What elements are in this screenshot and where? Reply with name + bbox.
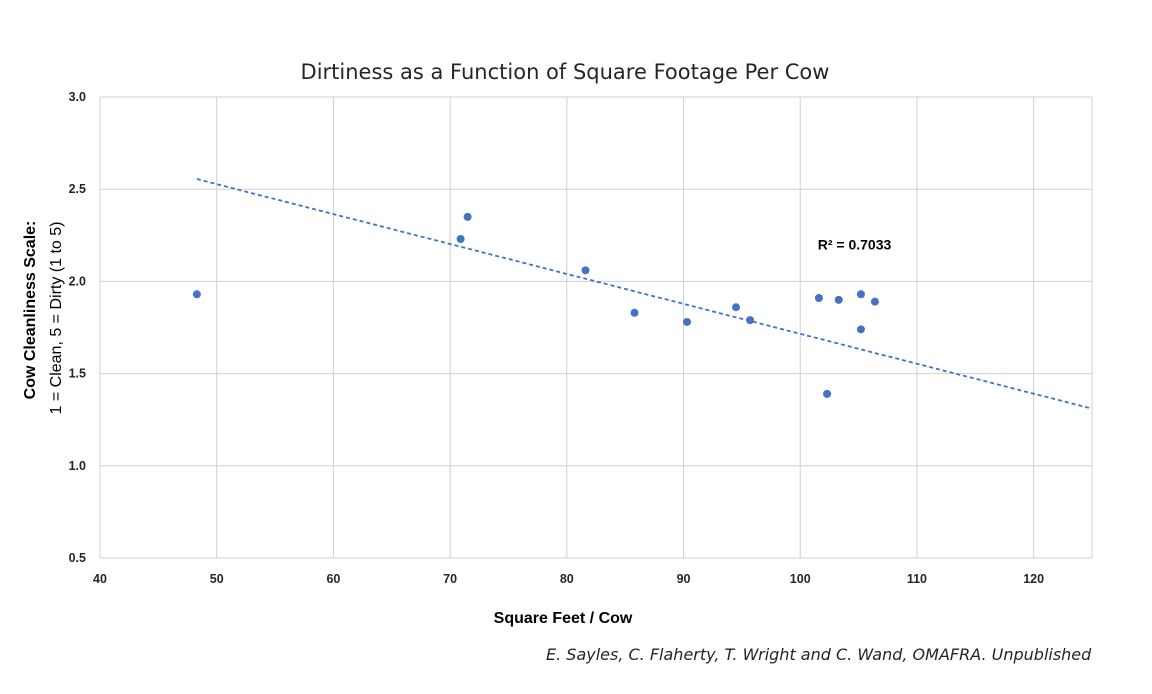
y-axis-label-line2: 1 = Clean, 5 = Dirty (1 to 5) bbox=[48, 222, 65, 415]
y-tick-label: 1.0 bbox=[69, 459, 86, 473]
x-tick-label: 120 bbox=[1023, 572, 1044, 586]
x-tick-label: 70 bbox=[443, 572, 457, 586]
x-axis-ticks: 40 50 60 70 80 90 100 110 120 bbox=[93, 572, 1044, 586]
data-point bbox=[834, 295, 843, 304]
data-point bbox=[683, 317, 692, 326]
r-squared-annotation: R² = 0.7033 bbox=[818, 237, 892, 253]
x-tick-label: 50 bbox=[210, 572, 224, 586]
data-point bbox=[814, 293, 823, 302]
y-tick-label: 0.5 bbox=[69, 551, 86, 565]
data-point bbox=[870, 297, 879, 306]
data-point bbox=[463, 212, 472, 221]
x-tick-label: 90 bbox=[677, 572, 691, 586]
data-point bbox=[856, 290, 865, 299]
trendline-group bbox=[196, 178, 1093, 410]
data-point bbox=[192, 290, 201, 299]
data-point bbox=[746, 316, 755, 325]
x-tick-label: 80 bbox=[560, 572, 574, 586]
data-point bbox=[732, 303, 741, 312]
y-tick-label: 2.5 bbox=[69, 182, 86, 196]
data-point bbox=[823, 389, 832, 398]
trendline bbox=[196, 178, 1093, 410]
data-point bbox=[630, 308, 639, 317]
gridlines bbox=[99, 96, 1093, 559]
y-tick-label: 2.0 bbox=[69, 274, 86, 288]
y-tick-label: 1.5 bbox=[69, 367, 86, 381]
data-points bbox=[192, 212, 879, 398]
x-tick-label: 110 bbox=[907, 572, 927, 586]
x-tick-label: 60 bbox=[326, 572, 340, 586]
data-point bbox=[856, 325, 865, 334]
data-point bbox=[456, 234, 465, 243]
y-tick-label: 3.0 bbox=[69, 90, 86, 104]
data-point bbox=[581, 266, 590, 275]
x-axis-label: Square Feet / Cow bbox=[494, 610, 633, 627]
y-axis-label-line1: Cow Cleanliness Scale: bbox=[22, 221, 39, 400]
y-axis-ticks: 0.5 1.0 1.5 2.0 2.5 3.0 bbox=[69, 90, 86, 565]
x-tick-label: 40 bbox=[93, 572, 107, 586]
chart-title: Dirtiness as a Function of Square Footag… bbox=[301, 60, 830, 84]
source-credit: E. Sayles, C. Flaherty, T. Wright and C.… bbox=[546, 645, 1092, 664]
x-tick-label: 100 bbox=[790, 572, 811, 586]
